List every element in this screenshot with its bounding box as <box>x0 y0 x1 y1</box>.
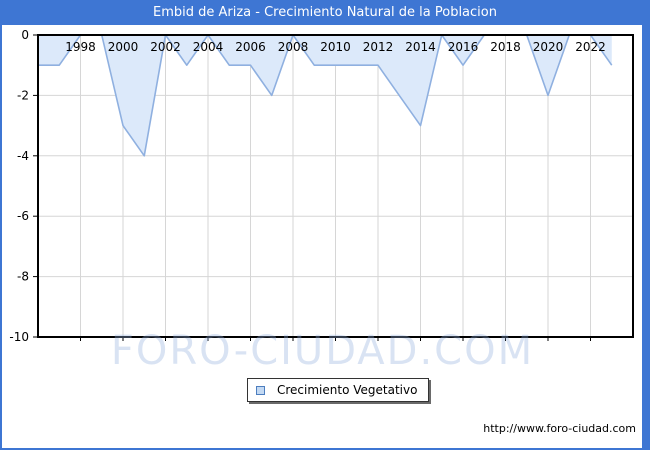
chart-title-bar: Embid de Ariza - Crecimiento Natural de … <box>0 0 650 25</box>
area-fill <box>38 35 612 156</box>
legend-label: Crecimiento Vegetativo <box>277 383 418 397</box>
y-tick-label: 0 <box>21 28 29 42</box>
x-tick-label: 2016 <box>448 40 479 54</box>
legend-box: Crecimiento Vegetativo <box>247 378 430 402</box>
y-tick-label: -4 <box>17 149 29 163</box>
x-tick-label: 1998 <box>65 40 96 54</box>
x-tick-label: 2000 <box>108 40 139 54</box>
x-tick-label: 2008 <box>278 40 309 54</box>
chart-title: Embid de Ariza - Crecimiento Natural de … <box>153 5 497 20</box>
y-tick-label: -6 <box>17 209 29 223</box>
x-tick-label: 2010 <box>320 40 351 54</box>
x-tick-label: 2012 <box>363 40 394 54</box>
x-tick-label: 2022 <box>575 40 606 54</box>
plot-svg: 1998 2000 2002 2004 2006 2008 2010 2012 2014 2016… <box>9 28 634 344</box>
y-tick-label: -8 <box>17 270 29 284</box>
x-tick-label: 2018 <box>490 40 521 54</box>
window-border-left <box>0 25 2 450</box>
plot-area: 1998 2000 2002 2004 2006 2008 2010 2012 2014 2016… <box>9 28 634 344</box>
x-tick-label: 2014 <box>405 40 436 54</box>
footer-url: http://www.foro-ciudad.com <box>483 422 636 435</box>
x-tick-label: 2004 <box>193 40 224 54</box>
x-tick-label: 2002 <box>150 40 181 54</box>
y-tick-label: -10 <box>9 330 29 344</box>
y-tick-label: -2 <box>17 88 29 102</box>
x-tick-label: 2020 <box>533 40 564 54</box>
window-border-right <box>642 25 650 450</box>
window-border-bottom <box>0 448 650 450</box>
x-tick-label: 2006 <box>235 40 266 54</box>
legend-swatch-icon <box>256 385 265 395</box>
